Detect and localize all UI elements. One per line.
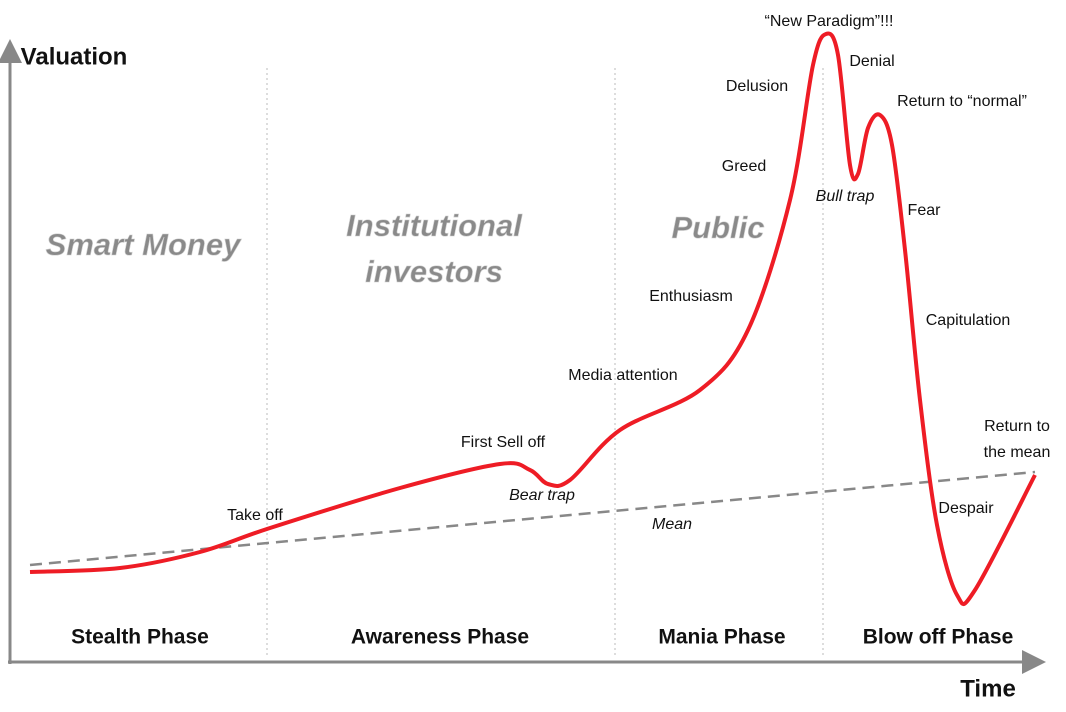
group-label: Public bbox=[671, 210, 764, 245]
annotation: Denial bbox=[849, 53, 894, 70]
annotation: Bull trap bbox=[816, 188, 875, 205]
annotation: Take off bbox=[227, 507, 283, 524]
group-label: Institutional bbox=[346, 208, 523, 243]
valuation-curve bbox=[29, 31, 1037, 607]
group-label: Smart Money bbox=[46, 227, 242, 262]
annotation: Capitulation bbox=[926, 312, 1011, 329]
mean-line bbox=[29, 470, 1036, 567]
annotation: “New Paradigm”!!! bbox=[765, 13, 894, 30]
annotation: Return to “normal” bbox=[897, 93, 1027, 110]
group-label: investors bbox=[365, 254, 503, 289]
x-axis-label: Time bbox=[960, 675, 1016, 702]
annotation: Greed bbox=[722, 158, 766, 175]
y-axis-label: Valuation bbox=[21, 43, 128, 70]
annotation: the mean bbox=[984, 444, 1051, 461]
annotation: First Sell off bbox=[461, 434, 546, 451]
annotation: Mean bbox=[652, 516, 692, 533]
phase-label: Blow off Phase bbox=[863, 626, 1014, 649]
annotation: Fear bbox=[908, 202, 942, 219]
phase-label: Awareness Phase bbox=[351, 626, 529, 649]
annotation: Media attention bbox=[568, 367, 677, 384]
annotation: Return to bbox=[984, 418, 1050, 435]
phase-label: Mania Phase bbox=[658, 626, 785, 649]
phase-label: Stealth Phase bbox=[71, 626, 209, 649]
annotation: Delusion bbox=[726, 78, 788, 95]
annotation: Despair bbox=[938, 500, 994, 517]
annotation: Enthusiasm bbox=[649, 288, 733, 305]
annotation: Bear trap bbox=[509, 487, 575, 504]
